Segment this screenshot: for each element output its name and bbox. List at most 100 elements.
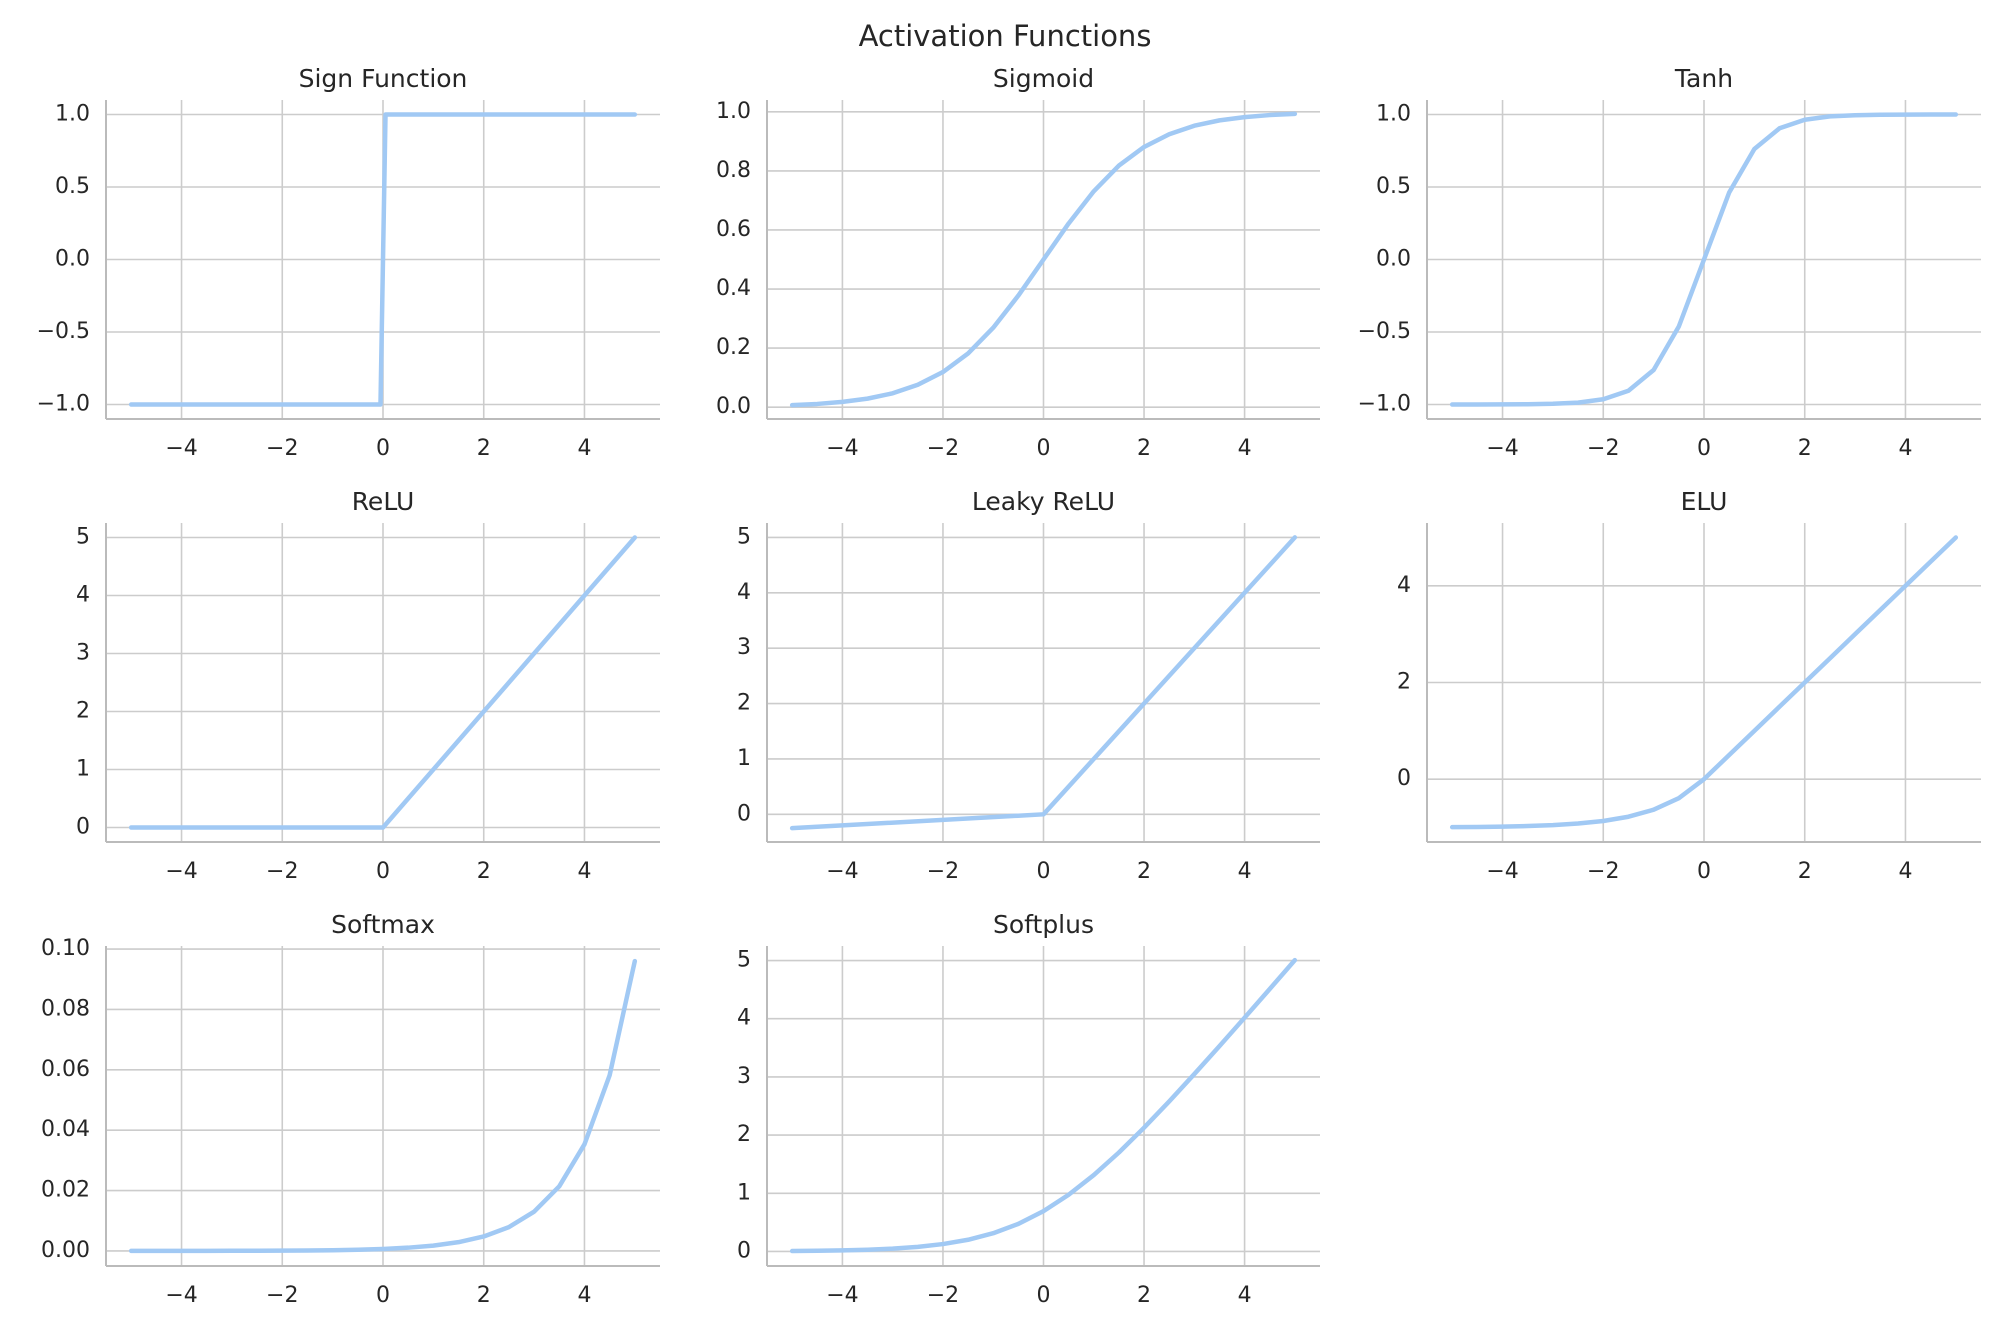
subplot-title: Sigmoid xyxy=(993,64,1094,93)
x-tick-label: 0 xyxy=(376,436,390,461)
x-tick-label: 4 xyxy=(1238,859,1252,884)
y-tick-label: 5 xyxy=(737,524,751,549)
x-tick-label: 4 xyxy=(1238,436,1252,461)
x-tick-label: 0 xyxy=(1037,859,1051,884)
y-tick-label: 4 xyxy=(737,1006,751,1031)
x-tick-label: 4 xyxy=(577,859,591,884)
y-tick-label: 5 xyxy=(737,948,751,973)
y-tick-label: 0.4 xyxy=(716,276,751,301)
x-tick-label: −2 xyxy=(266,1283,298,1308)
y-tick-label: 4 xyxy=(76,583,90,608)
line xyxy=(789,957,1298,1254)
y-tick-label: 0.0 xyxy=(1376,247,1411,272)
y-tick-label: 0.5 xyxy=(55,174,90,199)
x-tick-label: 2 xyxy=(1798,859,1812,884)
y-tick-label: 0.02 xyxy=(41,1178,90,1203)
subplot-title: Sign Function xyxy=(299,64,468,93)
subplot-title: Leaky ReLU xyxy=(972,487,1115,516)
x-tick-label: 2 xyxy=(1798,436,1812,461)
x-tick-label: 0 xyxy=(1037,436,1051,461)
line xyxy=(1449,112,1959,407)
x-tick-label: −4 xyxy=(165,436,197,461)
x-tick-label: −2 xyxy=(927,436,959,461)
y-tick-label: 0.0 xyxy=(55,247,90,272)
y-tick-label: 2 xyxy=(76,699,90,724)
x-tick-label: −2 xyxy=(927,859,959,884)
y-tick-label: 1.0 xyxy=(716,99,751,124)
y-tick-label: 4 xyxy=(737,580,751,605)
y-tick-label: 0 xyxy=(737,801,751,826)
x-tick-label: 2 xyxy=(477,859,491,884)
subplot-title: ELU xyxy=(1681,487,1728,516)
x-tick-label: −4 xyxy=(165,859,197,884)
y-tick-label: 0 xyxy=(737,1238,751,1263)
y-tick-label: 3 xyxy=(76,641,90,666)
subplot-title: Softplus xyxy=(993,910,1094,939)
y-tick-label: 1 xyxy=(737,1180,751,1205)
y-tick-label: 0.5 xyxy=(1376,174,1411,199)
y-tick-label: −1.0 xyxy=(37,392,90,417)
x-tick-label: −2 xyxy=(1587,436,1619,461)
x-tick-label: −4 xyxy=(1486,859,1518,884)
x-tick-label: 4 xyxy=(577,436,591,461)
x-tick-label: 2 xyxy=(1137,436,1151,461)
y-tick-label: 0 xyxy=(1397,766,1411,791)
x-tick-label: 2 xyxy=(1137,1283,1151,1308)
line xyxy=(128,112,638,407)
y-tick-label: 5 xyxy=(76,525,90,550)
line xyxy=(128,535,638,830)
x-tick-label: 0 xyxy=(1697,859,1711,884)
y-tick-label: 1 xyxy=(737,746,751,771)
y-tick-label: 0.2 xyxy=(716,335,751,360)
x-tick-label: 0 xyxy=(1037,1283,1051,1308)
y-tick-label: 0.10 xyxy=(41,936,90,961)
subplot-title: Tanh xyxy=(1674,64,1733,93)
y-tick-label: 0.8 xyxy=(716,158,751,183)
x-tick-label: 0 xyxy=(376,859,390,884)
y-tick-label: 2 xyxy=(1397,670,1411,695)
y-tick-label: 0.06 xyxy=(41,1057,90,1082)
x-tick-label: 2 xyxy=(477,1283,491,1308)
y-tick-label: 0.6 xyxy=(716,217,751,242)
y-tick-label: 3 xyxy=(737,635,751,660)
subplot-title: Softmax xyxy=(331,910,435,939)
y-tick-label: 1.0 xyxy=(1376,102,1411,127)
x-tick-label: −4 xyxy=(826,859,858,884)
y-tick-label: 0.08 xyxy=(41,996,90,1021)
line xyxy=(1449,535,1959,830)
line xyxy=(789,535,1298,831)
figure-title: Activation Functions xyxy=(859,19,1152,53)
y-tick-label: 3 xyxy=(737,1064,751,1089)
x-tick-label: −4 xyxy=(826,436,858,461)
x-tick-label: 4 xyxy=(1238,1283,1252,1308)
x-tick-label: 4 xyxy=(1898,859,1912,884)
y-tick-label: 4 xyxy=(1397,573,1411,598)
y-tick-label: 0.04 xyxy=(41,1117,90,1142)
y-tick-label: 1 xyxy=(76,757,90,782)
x-tick-label: −2 xyxy=(266,859,298,884)
x-tick-label: 4 xyxy=(577,1283,591,1308)
y-tick-label: 0.00 xyxy=(41,1238,90,1263)
x-tick-label: −4 xyxy=(1486,436,1518,461)
x-tick-label: −2 xyxy=(266,436,298,461)
y-tick-label: −1.0 xyxy=(1358,392,1411,417)
x-tick-label: 4 xyxy=(1898,436,1912,461)
x-tick-label: −4 xyxy=(826,1283,858,1308)
x-tick-label: 0 xyxy=(1697,436,1711,461)
line xyxy=(128,958,638,1254)
subplot-title: ReLU xyxy=(352,487,415,516)
line xyxy=(789,111,1298,408)
x-tick-label: −4 xyxy=(165,1283,197,1308)
x-tick-label: 0 xyxy=(376,1283,390,1308)
y-tick-label: 0 xyxy=(76,815,90,840)
y-tick-label: −0.5 xyxy=(37,319,90,344)
y-tick-label: −0.5 xyxy=(1358,319,1411,344)
x-tick-label: 2 xyxy=(1137,859,1151,884)
x-tick-label: −2 xyxy=(1587,859,1619,884)
y-tick-label: 2 xyxy=(737,1122,751,1147)
x-tick-label: −2 xyxy=(927,1283,959,1308)
x-tick-label: 2 xyxy=(477,436,491,461)
y-tick-label: 1.0 xyxy=(55,102,90,127)
y-tick-label: 0.0 xyxy=(716,394,751,419)
